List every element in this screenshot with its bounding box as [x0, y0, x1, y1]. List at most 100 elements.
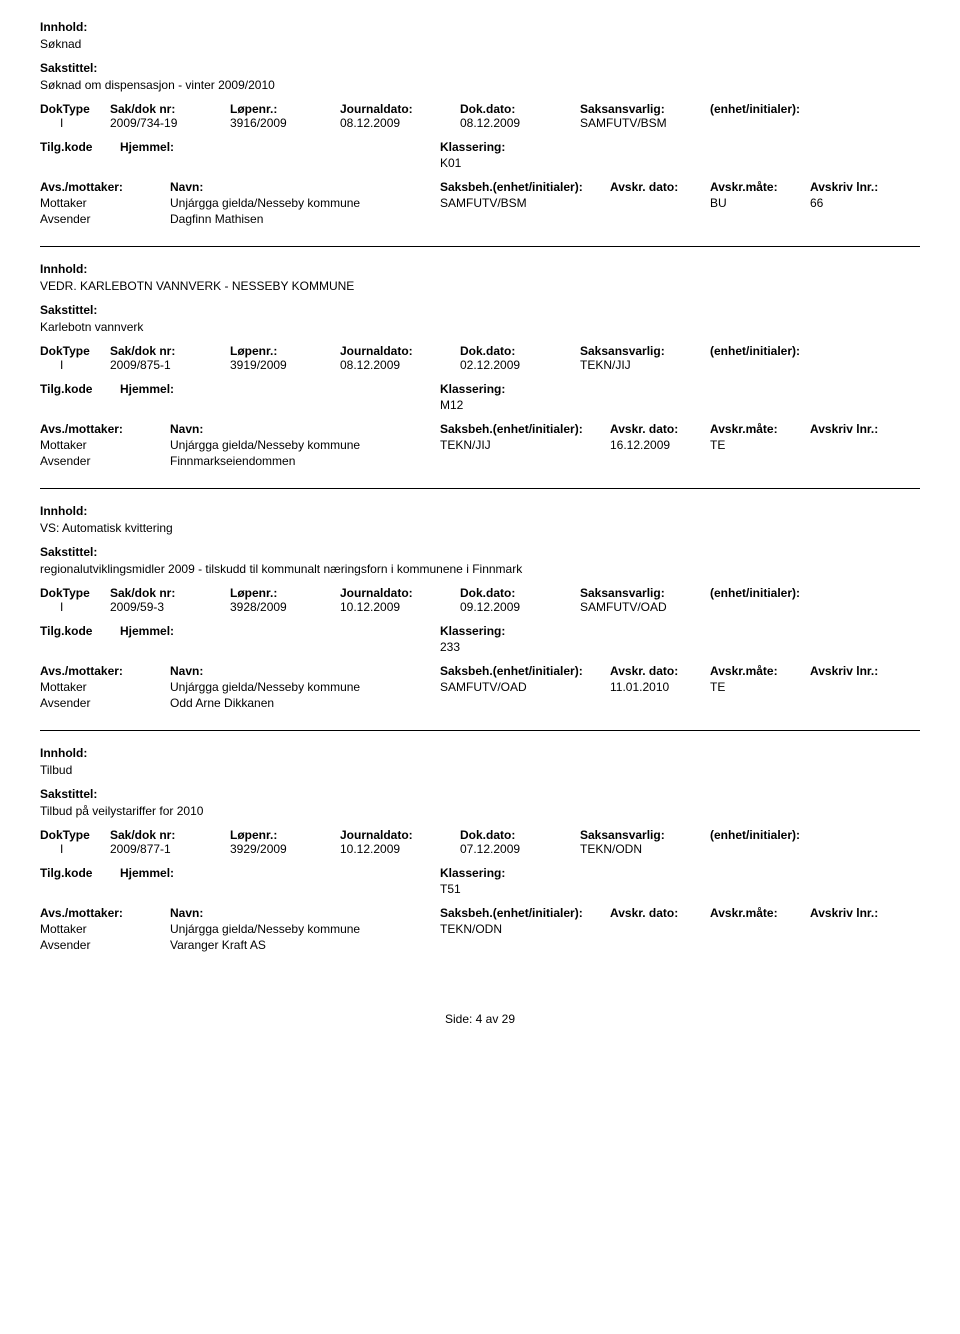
hjemmel-header: Hjemmel: — [120, 866, 440, 880]
mottaker-avskrmate: TE — [710, 438, 810, 452]
entry-separator — [40, 730, 920, 731]
mottaker-avskrdato — [610, 196, 710, 210]
klassering-header: Klassering: — [440, 866, 530, 880]
sakdok-value: 2009/59-3 — [110, 600, 230, 614]
enhet-value — [710, 842, 850, 856]
avsmottaker-header: Avs./mottaker: — [40, 664, 170, 678]
sakstittel-label: Sakstittel: — [40, 787, 920, 801]
tilgkode-header: Tilg.kode — [40, 140, 120, 154]
sakdok-header: Sak/dok nr: — [110, 586, 230, 600]
journaldato-value: 10.12.2009 — [340, 842, 460, 856]
saksansvarlig-header: Saksansvarlig: — [580, 102, 710, 116]
saksbeh-header: Saksbeh.(enhet/initialer): — [440, 664, 610, 678]
hjemmel-header: Hjemmel: — [120, 140, 440, 154]
tilgkode-value — [40, 398, 120, 412]
hjemmel-header: Hjemmel: — [120, 624, 440, 638]
avsmottaker-header: Avs./mottaker: — [40, 180, 170, 194]
dokdato-header: Dok.dato: — [460, 344, 580, 358]
avskrmate-header: Avskr.måte: — [710, 422, 810, 436]
journal-entry: Innhold: Tilbud Sakstittel: Tilbud på ve… — [40, 746, 920, 952]
tilgkode-header: Tilg.kode — [40, 866, 120, 880]
avsmottaker-header: Avs./mottaker: — [40, 906, 170, 920]
doktype-value: I — [40, 358, 110, 372]
avskrmate-header: Avskr.måte: — [710, 906, 810, 920]
doktype-header: DokType — [40, 828, 110, 842]
tilgkode-value — [40, 640, 120, 654]
sakstittel-value: regionalutviklingsmidler 2009 - tilskudd… — [40, 562, 920, 576]
sakdok-header: Sak/dok nr: — [110, 102, 230, 116]
hjemmel-value — [120, 156, 440, 170]
saksansvarlig-header: Saksansvarlig: — [580, 828, 710, 842]
lopenr-header: Løpenr.: — [230, 344, 340, 358]
doktype-header: DokType — [40, 102, 110, 116]
enhet-value — [710, 600, 850, 614]
mottaker-avskrmate: BU — [710, 196, 810, 210]
page-footer: Side: 4 av 29 — [40, 1012, 920, 1026]
mottaker-saksbeh: SAMFUTV/BSM — [440, 196, 610, 210]
dokdato-header: Dok.dato: — [460, 586, 580, 600]
saksansvarlig-value: TEKN/ODN — [580, 842, 710, 856]
lopenr-value: 3928/2009 — [230, 600, 340, 614]
navn-header: Navn: — [170, 906, 440, 920]
mottaker-navn: Unjárgga gielda/Nesseby kommune — [170, 438, 440, 452]
innhold-value: Tilbud — [40, 763, 920, 777]
doktype-value: I — [40, 600, 110, 614]
journaldato-value: 10.12.2009 — [340, 600, 460, 614]
avskrdato-header: Avskr. dato: — [610, 180, 710, 194]
klassering-header: Klassering: — [440, 382, 530, 396]
tilgkode-value — [40, 882, 120, 896]
enhet-header: (enhet/initialer): — [710, 102, 850, 116]
sakstittel-label: Sakstittel: — [40, 545, 920, 559]
tilgkode-header: Tilg.kode — [40, 624, 120, 638]
lopenr-header: Løpenr.: — [230, 828, 340, 842]
avsmottaker-header: Avs./mottaker: — [40, 422, 170, 436]
lopenr-value: 3916/2009 — [230, 116, 340, 130]
innhold-value: Søknad — [40, 37, 920, 51]
avsender-navn: Finnmarkseiendommen — [170, 454, 440, 468]
avsender-navn: Dagfinn Mathisen — [170, 212, 440, 226]
entry-separator — [40, 246, 920, 247]
lopenr-header: Løpenr.: — [230, 102, 340, 116]
mottaker-role: Mottaker — [40, 680, 170, 694]
journaldato-header: Journaldato: — [340, 102, 460, 116]
sakdok-header: Sak/dok nr: — [110, 344, 230, 358]
saksbeh-header: Saksbeh.(enhet/initialer): — [440, 422, 610, 436]
journaldato-value: 08.12.2009 — [340, 358, 460, 372]
doktype-header: DokType — [40, 344, 110, 358]
navn-header: Navn: — [170, 664, 440, 678]
mottaker-navn: Unjárgga gielda/Nesseby kommune — [170, 922, 440, 936]
doktype-header: DokType — [40, 586, 110, 600]
hjemmel-value — [120, 882, 440, 896]
tilgkode-header: Tilg.kode — [40, 382, 120, 396]
innhold-label: Innhold: — [40, 746, 920, 760]
sakstittel-value: Søknad om dispensasjon - vinter 2009/201… — [40, 78, 920, 92]
navn-header: Navn: — [170, 180, 440, 194]
mottaker-avskrdato — [610, 922, 710, 936]
sakstittel-value: Karlebotn vannverk — [40, 320, 920, 334]
dokdato-value: 08.12.2009 — [460, 116, 580, 130]
journal-entry: Innhold: Søknad Sakstittel: Søknad om di… — [40, 20, 920, 226]
sakdok-value: 2009/875-1 — [110, 358, 230, 372]
journal-entry: Innhold: VEDR. KARLEBOTN VANNVERK - NESS… — [40, 262, 920, 468]
mottaker-saksbeh: TEKN/JIJ — [440, 438, 610, 452]
doktype-value: I — [40, 842, 110, 856]
journaldato-header: Journaldato: — [340, 586, 460, 600]
journaldato-header: Journaldato: — [340, 828, 460, 842]
saksansvarlig-value: SAMFUTV/OAD — [580, 600, 710, 614]
sakdok-value: 2009/877-1 — [110, 842, 230, 856]
navn-header: Navn: — [170, 422, 440, 436]
klassering-value: K01 — [440, 156, 560, 170]
mottaker-avskrlnr — [810, 438, 910, 452]
avskrlnr-header: Avskriv lnr.: — [810, 664, 910, 678]
mottaker-saksbeh: SAMFUTV/OAD — [440, 680, 610, 694]
avsender-role: Avsender — [40, 696, 170, 710]
hjemmel-value — [120, 640, 440, 654]
dokdato-value: 09.12.2009 — [460, 600, 580, 614]
innhold-value: VEDR. KARLEBOTN VANNVERK - NESSEBY KOMMU… — [40, 279, 920, 293]
lopenr-value: 3929/2009 — [230, 842, 340, 856]
avsender-role: Avsender — [40, 212, 170, 226]
enhet-header: (enhet/initialer): — [710, 344, 850, 358]
mottaker-avskrmate — [710, 922, 810, 936]
mottaker-avskrlnr — [810, 680, 910, 694]
enhet-header: (enhet/initialer): — [710, 586, 850, 600]
